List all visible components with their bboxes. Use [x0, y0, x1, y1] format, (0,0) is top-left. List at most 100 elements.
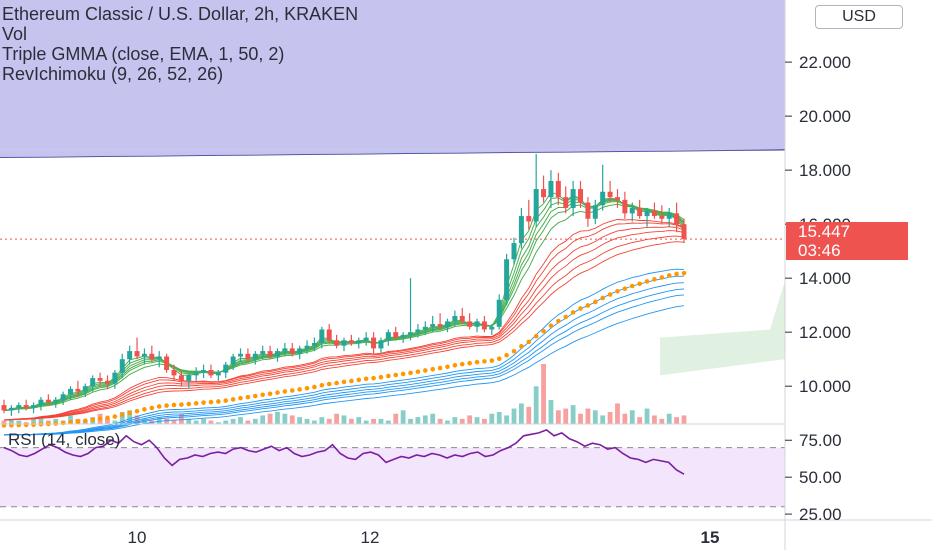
candle-body	[622, 199, 628, 214]
candle-body	[149, 353, 155, 360]
volume-bar	[164, 418, 170, 424]
candle-body	[112, 372, 118, 384]
ema-dot	[75, 419, 81, 424]
candle-body	[452, 315, 458, 322]
indicator-volume[interactable]: Vol	[2, 24, 28, 44]
volume-bar	[570, 405, 576, 424]
volume-bar	[592, 410, 598, 424]
time-axis[interactable]: 10 12 15	[128, 528, 720, 547]
volume-bar	[68, 415, 73, 424]
volume-bar	[563, 408, 569, 424]
ema-dot	[533, 333, 539, 339]
volume-bar	[511, 408, 517, 424]
currency-button[interactable]: USD	[815, 5, 903, 29]
candle-body	[408, 332, 414, 335]
volume-bar	[629, 410, 635, 424]
volume-bar	[223, 420, 229, 424]
candle-body	[437, 324, 443, 327]
time-tick-label: 10	[128, 528, 147, 547]
volume-bar	[541, 364, 546, 424]
symbol-title[interactable]: Ethereum Classic / U.S. Dollar, 2h, KRAK…	[2, 4, 359, 24]
ema-dot	[127, 410, 132, 416]
price-axis[interactable]: 22.00020.00018.00016.00014.00012.00010.0…	[785, 53, 851, 396]
ema-dot	[378, 374, 384, 380]
ema-dot	[600, 295, 605, 301]
ema-dot	[208, 399, 214, 405]
candle-body	[644, 210, 650, 217]
candle-body	[326, 329, 332, 341]
candle-body	[230, 356, 236, 365]
candle-body	[385, 332, 391, 341]
ema-dot	[97, 416, 103, 421]
candle-body	[8, 407, 14, 411]
candle-body	[311, 342, 317, 346]
ema-dot	[415, 369, 421, 375]
volume-bar	[260, 415, 266, 424]
volume-bar	[356, 417, 362, 424]
candle-body	[282, 348, 288, 352]
band-wedge	[0, 149, 785, 158]
ema-dot	[223, 398, 229, 403]
candle-body	[156, 356, 162, 360]
ema-dot	[607, 292, 613, 297]
volume-bar	[652, 415, 657, 424]
ema-dot	[363, 376, 369, 382]
volume-bar	[112, 420, 118, 424]
ema-dot	[393, 372, 399, 378]
gmma-mid-line	[3, 241, 685, 421]
ema-dot	[134, 408, 140, 414]
ema-dot	[371, 375, 376, 381]
gmma-mid-line	[3, 222, 685, 421]
rsi-axis[interactable]: 75.00 50.00 25.00	[785, 431, 842, 524]
volume-bar	[615, 403, 620, 424]
ema-dot	[179, 402, 184, 407]
candle-body	[578, 189, 584, 203]
ema-dot	[482, 359, 487, 364]
ema-dot	[659, 275, 665, 280]
volume-bar	[459, 418, 465, 424]
rsi-indicator-label[interactable]: RSI (14, close)	[8, 430, 121, 449]
candle-body	[31, 405, 37, 408]
volume-bar	[600, 415, 606, 424]
candle-body	[238, 353, 244, 357]
volume-bar	[585, 408, 591, 424]
time-tick-label: 12	[361, 528, 380, 547]
gmma-slow-line	[4, 305, 685, 436]
candle-body	[68, 388, 74, 395]
candle-layer	[1, 153, 687, 416]
ema-dot	[312, 384, 317, 390]
volume-bar	[171, 420, 177, 424]
candle-body	[104, 380, 110, 384]
ema-dot	[149, 405, 155, 411]
ema-dot	[474, 359, 480, 365]
ema-dot	[304, 385, 310, 391]
volume-bar	[681, 415, 687, 424]
ema-dot	[548, 323, 554, 328]
candle-body	[511, 243, 517, 260]
candle-body	[363, 337, 369, 341]
ema-dot	[452, 363, 458, 368]
candle-body	[393, 332, 399, 338]
ema-dot	[459, 361, 465, 367]
candle-body	[504, 259, 510, 300]
indicator-ichimoku[interactable]: RevIchimoku (9, 26, 52, 26)	[2, 64, 224, 84]
candle-body	[208, 369, 214, 376]
candle-body	[45, 399, 51, 403]
volume-bar	[193, 420, 199, 424]
volume-bar	[119, 412, 125, 424]
volume-bar	[482, 418, 487, 424]
candle-body	[474, 321, 480, 327]
candle-body	[304, 345, 310, 349]
volume-bar	[548, 400, 554, 424]
ema-dot	[289, 388, 295, 393]
candle-body	[356, 340, 362, 343]
candle-body	[422, 326, 428, 330]
ema-dot	[238, 395, 243, 401]
volume-bar	[252, 418, 258, 424]
ema-dot	[105, 415, 110, 421]
candle-body	[171, 369, 177, 376]
ema-dot	[570, 310, 576, 315]
ema-dot	[31, 422, 36, 428]
indicator-gmma[interactable]: Triple GMMA (close, EMA, 1, 50, 2)	[2, 44, 285, 64]
